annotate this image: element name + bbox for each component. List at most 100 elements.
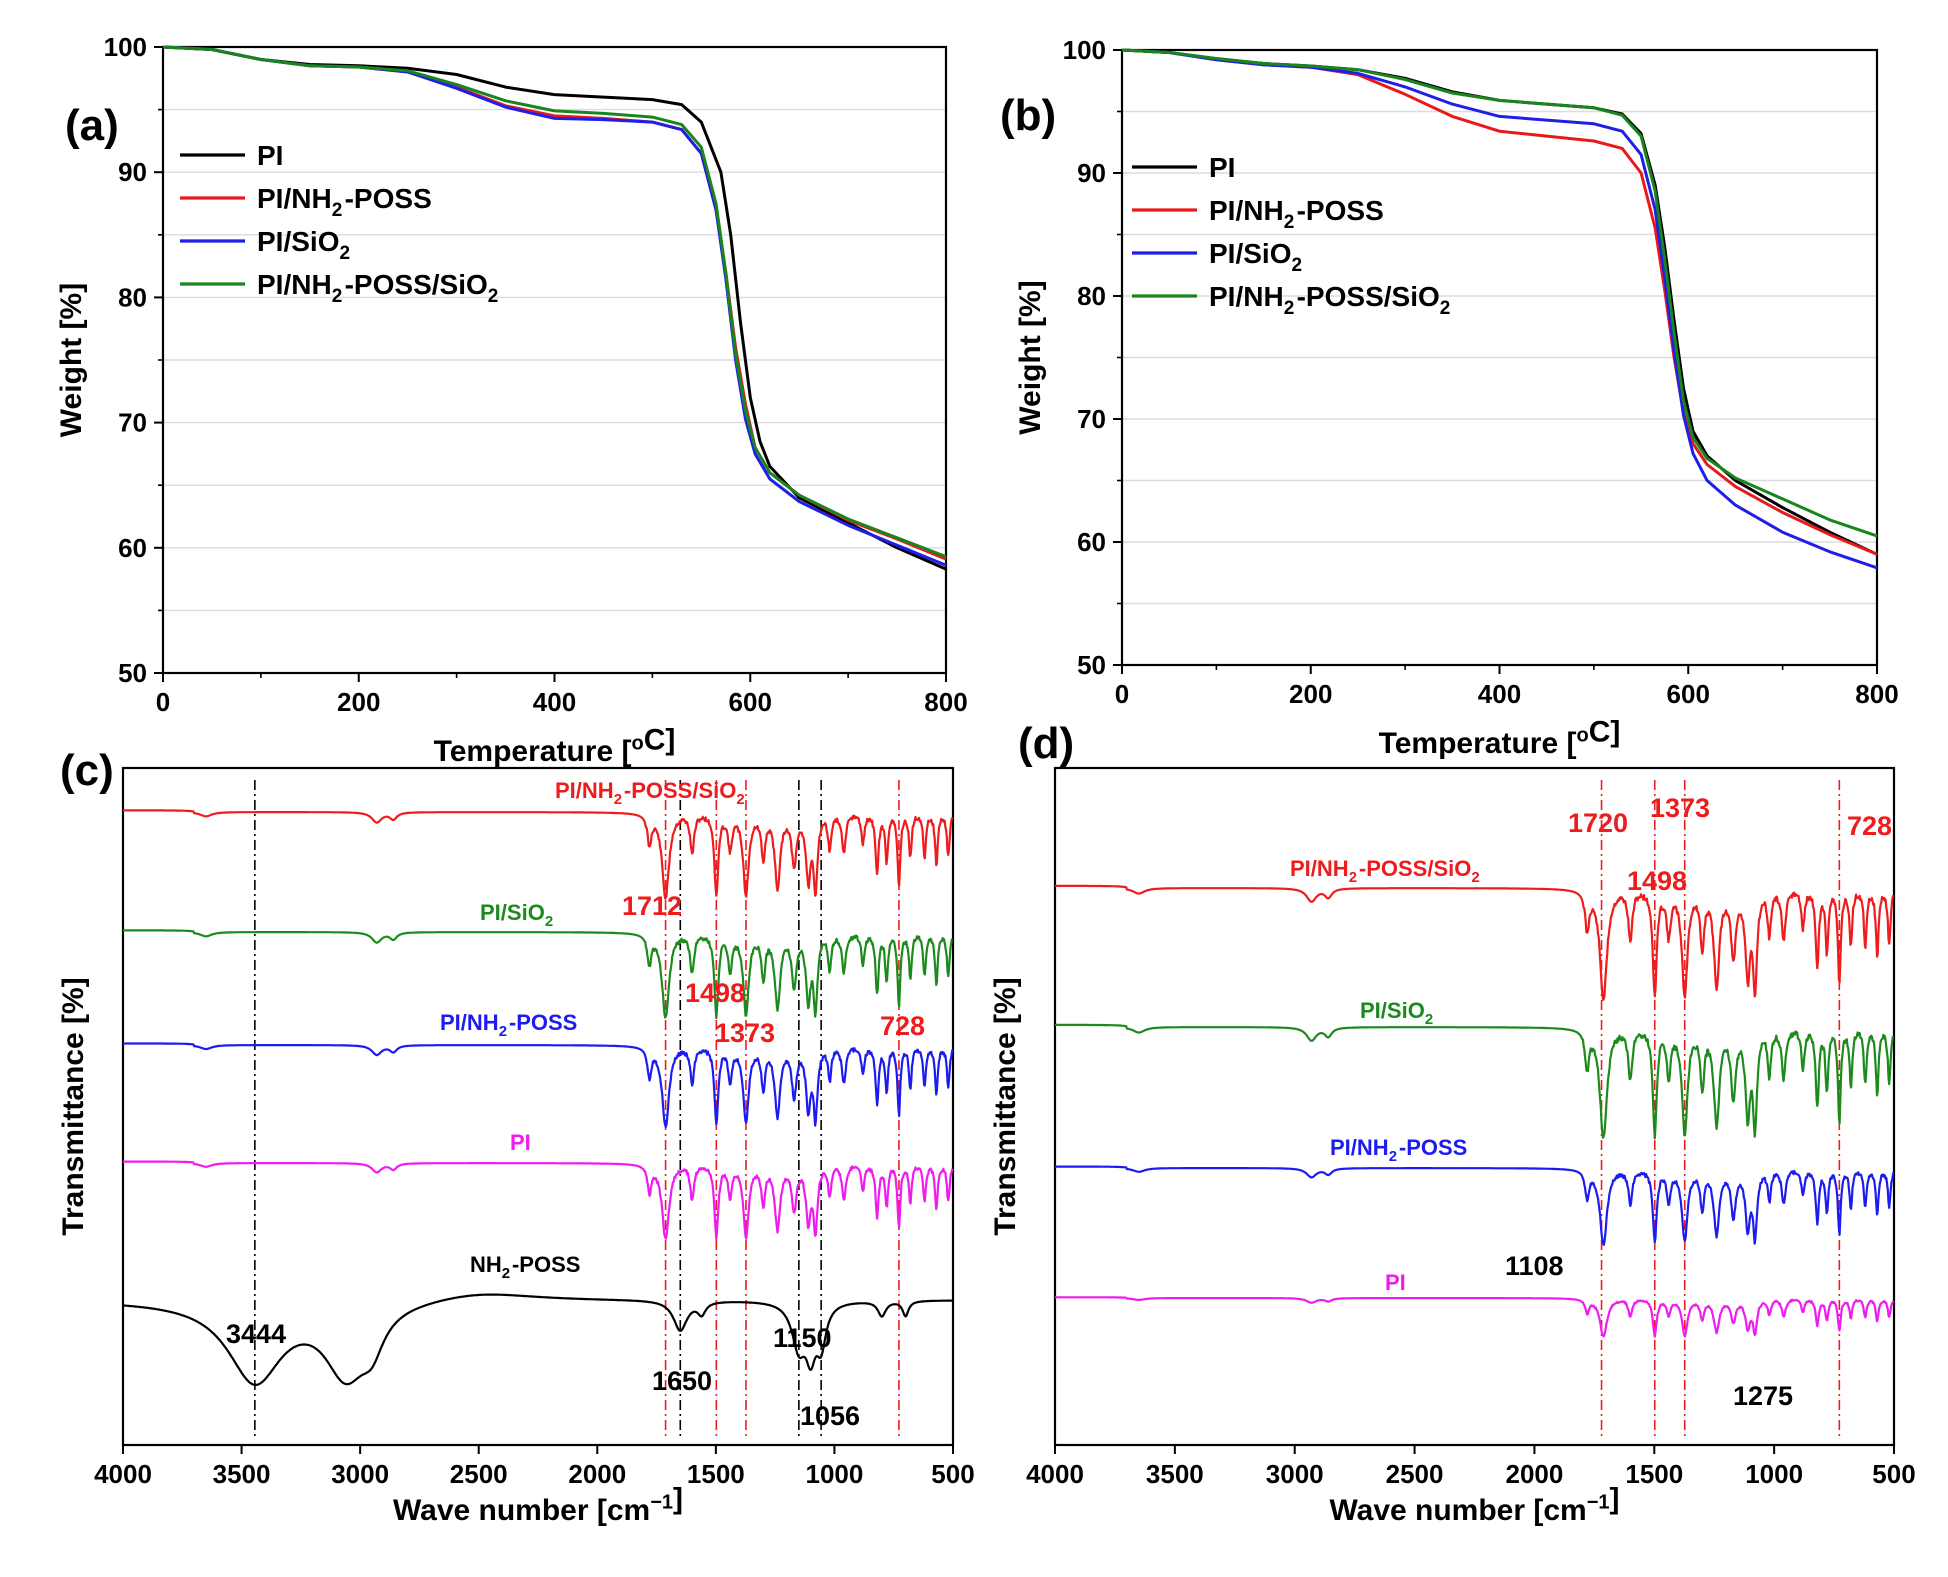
x-tick-label: 200 [337,687,380,717]
series-line-pi-sio2 [122,929,954,1020]
y-axis-label: Weight [%] [55,283,88,437]
y-axis-label: Transmittance [%] [57,977,90,1235]
y-tick-label: 90 [118,157,147,187]
peak-annotation-1275: 1275 [1733,1381,1793,1411]
peak-annotation-1498: 1498 [1627,866,1687,896]
peak-annotation-728: 728 [1847,811,1892,841]
y-tick-label: 100 [104,32,147,62]
y-tick-label: 70 [118,408,147,438]
x-tick-label: 4000 [1026,1459,1084,1489]
y-tick-label: 80 [1077,281,1106,311]
legend-entry-pi-sio2: PI/SiO2 [257,226,352,264]
peak-annotation-1056: 1056 [800,1401,860,1431]
legend-entry-pi-nh2-poss-sio2: PI/NH2 -POSS/SiO2 [257,269,501,307]
x-tick-label: 2500 [1386,1459,1444,1489]
x-tick-label: 400 [1478,679,1521,709]
x-tick-label: 0 [1115,679,1129,709]
peak-annotation-1498: 1498 [685,978,745,1008]
x-tick-label: 0 [156,687,170,717]
x-tick-label: 4000 [94,1459,152,1489]
x-tick-label: 600 [729,687,772,717]
panel-b: 0 200 400 600 800 50 60 70 80 90 100 Temperature [o… [1000,35,1899,760]
peak-annotation-3444: 3444 [226,1319,286,1349]
y-tick-label: 100 [1063,35,1106,65]
series-line-pi-sio2 [1054,1023,1895,1140]
panel-c: 4000 3500 3000 2500 2000 1500 1000 500 Wave numb… [57,746,975,1527]
panel-label-b: (b) [1000,91,1056,140]
series-line-pi [1054,1296,1895,1338]
x-tick-label: 1500 [1625,1459,1683,1489]
peak-annotation-1373: 1373 [1650,793,1710,823]
legend-entry-pi-nh2-poss: PI/NH2 -POSS [257,183,432,221]
x-tick-label: 1500 [687,1459,745,1489]
y-tick-label: 80 [118,282,147,312]
series-line-pi [122,1160,954,1241]
x-tick-label: 2500 [450,1459,508,1489]
x-axis-label: Temperature [oC] [434,724,676,768]
series-line-pi-nh2-poss [1054,1165,1895,1247]
x-tick-label: 3500 [213,1459,271,1489]
panel-label-a: (a) [65,101,119,150]
x-tick-label: 3500 [1146,1459,1204,1489]
series-label-pi-nh2-poss-sio2: PI/NH2 -POSS/SiO2 [555,778,747,808]
series-label-pi: PI [510,1130,531,1155]
legend-entry-pi-nh2-poss: PI/NH2 -POSS [1209,195,1384,233]
x-tick-label: 2000 [568,1459,626,1489]
y-tick-label: 70 [1077,404,1106,434]
plot-frame [121,766,955,1447]
x-tick-label: 800 [924,687,967,717]
series-label-pi: PI [1385,1270,1406,1295]
peak-annotation-728: 728 [880,1011,925,1041]
x-tick-label: 200 [1289,679,1332,709]
x-axis-label: Wave number [cm−1] [1329,1483,1619,1527]
y-tick-label: 50 [1077,650,1106,680]
x-tick-label: 800 [1855,679,1898,709]
panel-a: 0 200 400 600 800 50 60 70 80 90 100 Temperature [o… [55,32,968,768]
panel-d: 4000 3500 3000 2500 2000 1500 1000 500 Wave numb… [989,719,1916,1527]
y-tick-label: 60 [118,533,147,563]
series-line-pi-nh2-poss [122,1042,954,1129]
series-line-pi-nh2-poss-sio2 [162,45,947,559]
x-tick-label: 2000 [1506,1459,1564,1489]
series-label-nh2-poss: NH2 -POSS [470,1252,580,1282]
series-line-pi-nh2-poss-sio2 [122,809,954,900]
peak-annotation-1108: 1108 [1505,1251,1564,1281]
y-tick-label: 90 [1077,158,1106,188]
x-axis-label: Temperature [oC] [1379,716,1621,760]
x-tick-label: 3000 [331,1459,389,1489]
series-label-pi-nh2-poss: PI/NH2 -POSS [440,1010,577,1040]
x-tick-label: 1000 [806,1459,864,1489]
peak-annotation-1373: 1373 [715,1018,775,1048]
plot-frame [1053,766,1896,1447]
x-tick-label: 1000 [1745,1459,1803,1489]
y-tick-label: 60 [1077,527,1106,557]
y-tick-label: 50 [118,658,147,688]
x-tick-label: 400 [533,687,576,717]
peak-annotation-1650: 1650 [652,1366,712,1396]
y-axis-label: Weight [%] [1014,280,1047,434]
panel-label-d: (d) [1018,719,1074,768]
x-tick-label: 3000 [1266,1459,1324,1489]
x-tick-label: 500 [931,1459,974,1489]
peak-annotation-1712: 1712 [622,891,682,921]
legend-entry-pi: PI [1209,152,1235,183]
peak-annotation-1150: 1150 [773,1323,832,1353]
series-line-nh2-poss [122,1293,953,1387]
series-line-pi-nh2-poss-sio2 [1121,48,1878,538]
legend-entry-pi: PI [257,140,283,171]
x-tick-label: 500 [1872,1459,1915,1489]
legend-entry-pi-nh2-poss-sio2: PI/NH2 -POSS/SiO2 [1209,281,1453,319]
x-axis-label: Wave number [cm−1] [393,1483,683,1527]
series-label-pi-nh2-poss-sio2: PI/NH2 -POSS/SiO2 [1290,856,1482,886]
peak-annotation-1720: 1720 [1568,808,1628,838]
legend-entry-pi-sio2: PI/SiO2 [1209,238,1304,276]
series-line-pi-nh2-poss-sio2 [1054,884,1895,1002]
y-axis-label: Transmittance [%] [989,977,1022,1235]
series-label-pi-nh2-poss: PI/NH2 -POSS [1330,1135,1467,1165]
x-tick-label: 600 [1667,679,1710,709]
series-label-pi-sio2: PI/SiO2 [1360,998,1435,1028]
panel-label-c: (c) [60,746,114,795]
series-label-pi-sio2: PI/SiO2 [480,900,555,930]
